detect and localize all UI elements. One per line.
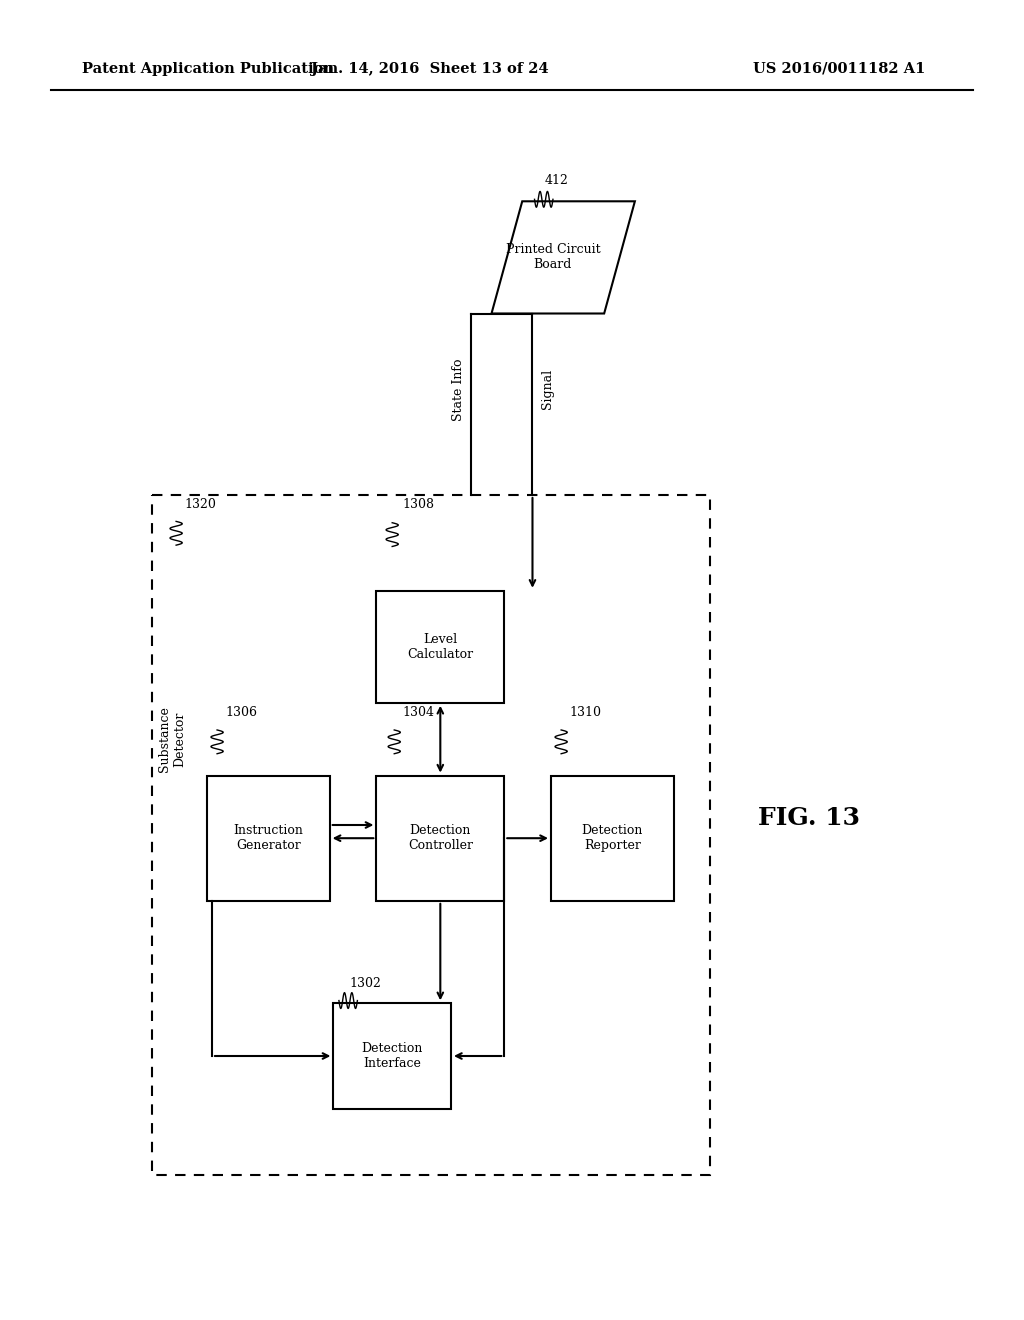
Text: Signal: Signal <box>542 370 554 409</box>
Text: Detection
Interface: Detection Interface <box>361 1041 423 1071</box>
Text: Jan. 14, 2016  Sheet 13 of 24: Jan. 14, 2016 Sheet 13 of 24 <box>311 62 549 75</box>
Polygon shape <box>492 201 635 314</box>
Text: FIG. 13: FIG. 13 <box>758 807 860 830</box>
Text: Level
Calculator: Level Calculator <box>408 632 473 661</box>
Bar <box>152 495 710 1175</box>
Text: State Info: State Info <box>453 358 465 421</box>
Text: Instruction
Generator: Instruction Generator <box>233 824 303 853</box>
Text: Printed Circuit
Board: Printed Circuit Board <box>506 243 600 272</box>
Text: Patent Application Publication: Patent Application Publication <box>82 62 334 75</box>
Text: 1310: 1310 <box>569 706 601 719</box>
Text: 412: 412 <box>545 174 568 187</box>
Text: 1306: 1306 <box>225 706 257 719</box>
Bar <box>207 776 330 900</box>
Text: 1302: 1302 <box>349 977 381 990</box>
Text: 1308: 1308 <box>402 498 434 511</box>
Text: Detection
Reporter: Detection Reporter <box>582 824 643 853</box>
Text: Detection
Controller: Detection Controller <box>408 824 473 853</box>
Text: 1320: 1320 <box>184 498 216 511</box>
Bar <box>334 1003 451 1109</box>
Bar <box>551 776 674 900</box>
Text: 1304: 1304 <box>402 706 434 719</box>
Bar <box>377 776 504 900</box>
Text: Substance
Detector: Substance Detector <box>158 706 186 772</box>
Text: US 2016/0011182 A1: US 2016/0011182 A1 <box>754 62 926 75</box>
Bar <box>377 591 504 702</box>
